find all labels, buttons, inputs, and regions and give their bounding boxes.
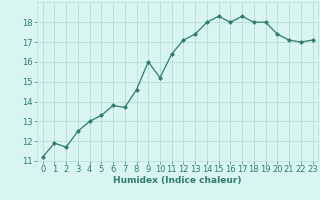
X-axis label: Humidex (Indice chaleur): Humidex (Indice chaleur) [113,176,242,185]
